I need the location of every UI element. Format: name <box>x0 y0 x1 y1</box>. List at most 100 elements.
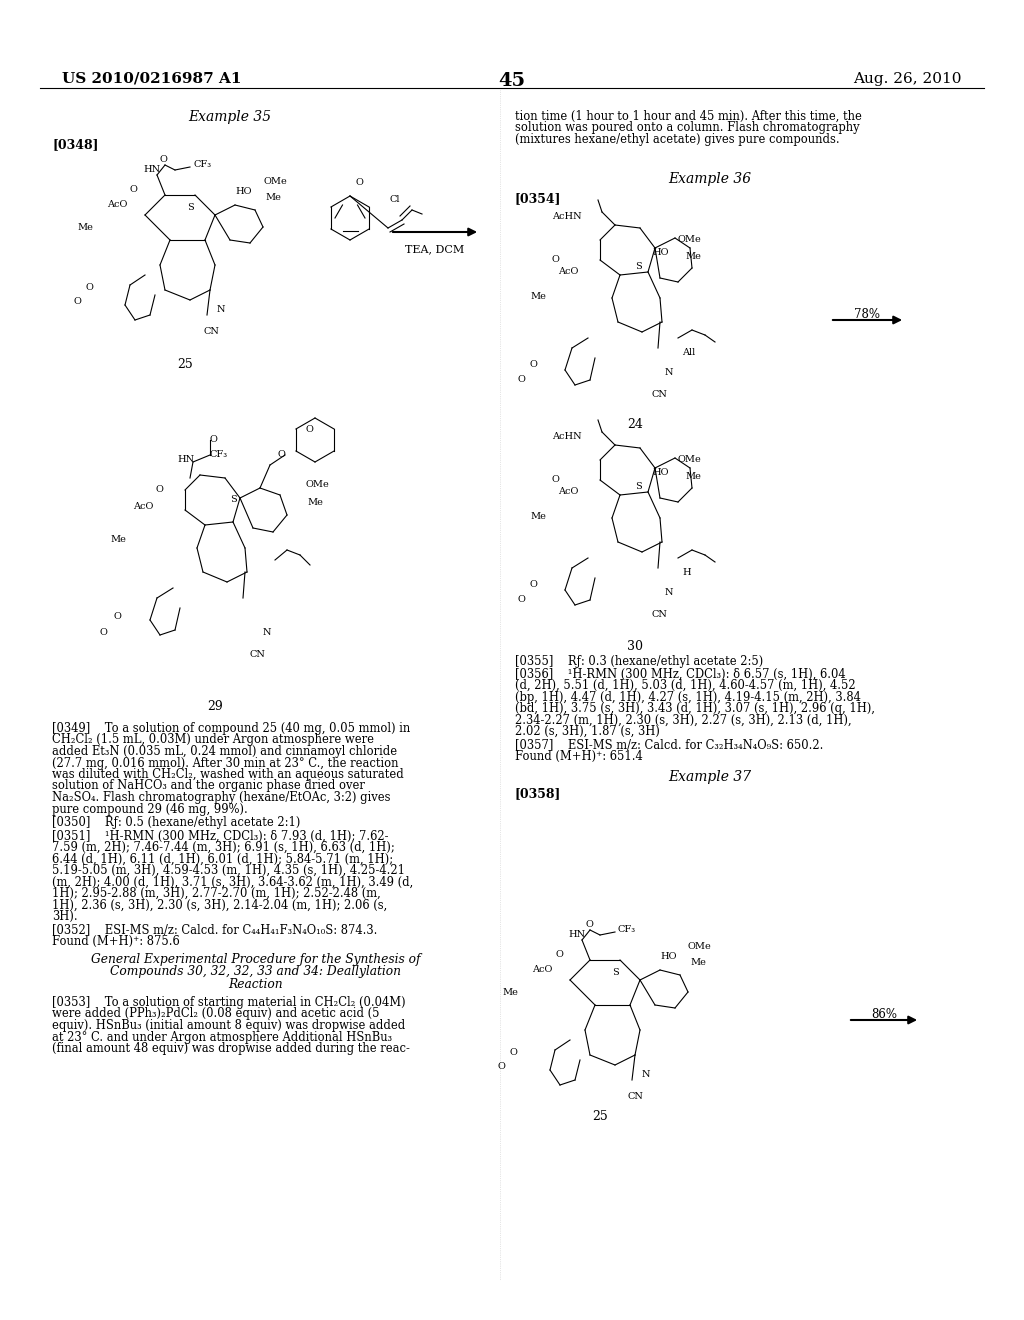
Text: O: O <box>100 628 108 638</box>
Text: Me: Me <box>685 473 700 480</box>
Text: 1H), 2.36 (s, 3H), 2.30 (s, 3H), 2.14-2.04 (m, 1H); 2.06 (s,: 1H), 2.36 (s, 3H), 2.30 (s, 3H), 2.14-2.… <box>52 899 387 912</box>
Text: S: S <box>230 495 237 504</box>
Text: OMe: OMe <box>263 177 287 186</box>
Text: (final amount 48 equiv) was dropwise added during the reac-: (final amount 48 equiv) was dropwise add… <box>52 1041 410 1055</box>
Text: [0354]: [0354] <box>515 191 561 205</box>
Text: O: O <box>113 612 121 620</box>
Text: OMe: OMe <box>678 455 701 465</box>
Text: HO: HO <box>652 469 669 477</box>
Text: [0356]    ¹H-RMN (300 MHz, CDCl₃): δ 6.57 (s, 1H), 6.04: [0356] ¹H-RMN (300 MHz, CDCl₃): δ 6.57 (… <box>515 668 846 681</box>
Text: O: O <box>510 1048 518 1057</box>
Text: 24: 24 <box>627 418 643 432</box>
Text: (mixtures hexane/ethyl acetate) gives pure compounds.: (mixtures hexane/ethyl acetate) gives pu… <box>515 133 840 147</box>
Text: O: O <box>518 595 526 605</box>
Text: 45: 45 <box>499 73 525 90</box>
Text: US 2010/0216987 A1: US 2010/0216987 A1 <box>62 73 242 86</box>
Text: O: O <box>73 297 81 306</box>
Text: was diluted with CH₂Cl₂, washed with an aqueous saturated: was diluted with CH₂Cl₂, washed with an … <box>52 768 403 781</box>
Text: CN: CN <box>250 649 266 659</box>
Text: S: S <box>635 261 642 271</box>
Text: CF₃: CF₃ <box>618 925 636 935</box>
Text: Found (M+H)⁺: 651.4: Found (M+H)⁺: 651.4 <box>515 750 643 763</box>
Text: Me: Me <box>530 512 546 521</box>
Text: 7.59 (m, 2H); 7.46-7.44 (m, 3H); 6.91 (s, 1H), 6.63 (d, 1H);: 7.59 (m, 2H); 7.46-7.44 (m, 3H); 6.91 (s… <box>52 841 394 854</box>
Text: 78%: 78% <box>854 308 880 321</box>
Text: at 23° C. and under Argon atmosphere Additional HSnBu₃: at 23° C. and under Argon atmosphere Add… <box>52 1031 392 1044</box>
Text: [0350]    Rƒ: 0.5 (hexane/ethyl acetate 2:1): [0350] Rƒ: 0.5 (hexane/ethyl acetate 2:1… <box>52 816 300 829</box>
Text: Example 37: Example 37 <box>669 770 752 784</box>
Text: O: O <box>355 178 362 187</box>
Text: [0355]    Rƒ: 0.3 (hexane/ethyl acetate 2:5): [0355] Rƒ: 0.3 (hexane/ethyl acetate 2:5… <box>515 655 763 668</box>
Text: Compounds 30, 32, 32, 33 and 34: Deallylation: Compounds 30, 32, 32, 33 and 34: Deallyl… <box>111 965 401 978</box>
Text: Me: Me <box>685 252 700 261</box>
Text: AcO: AcO <box>532 965 552 974</box>
Text: [0353]    To a solution of starting material in CH₂Cl₂ (0.04M): [0353] To a solution of starting materia… <box>52 997 406 1008</box>
Text: General Experimental Procedure for the Synthesis of: General Experimental Procedure for the S… <box>91 953 421 965</box>
Text: solution of NaHCO₃ and the organic phase dried over: solution of NaHCO₃ and the organic phase… <box>52 780 365 792</box>
Text: HN: HN <box>177 455 195 465</box>
Text: N: N <box>665 368 674 378</box>
Text: were added (PPh₃)₂PdCl₂ (0.08 equiv) and acetic acid (5: were added (PPh₃)₂PdCl₂ (0.08 equiv) and… <box>52 1007 380 1020</box>
Text: O: O <box>85 282 93 292</box>
Text: AcHN: AcHN <box>552 432 582 441</box>
Text: Aug. 26, 2010: Aug. 26, 2010 <box>853 73 962 86</box>
Text: Me: Me <box>77 223 93 232</box>
Text: CN: CN <box>628 1092 644 1101</box>
Text: CN: CN <box>203 327 219 337</box>
Text: Me: Me <box>530 292 546 301</box>
Text: O: O <box>278 450 285 459</box>
Text: 2.34-2.27 (m, 1H), 2.30 (s, 3H), 2.27 (s, 3H), 2.13 (d, 1H),: 2.34-2.27 (m, 1H), 2.30 (s, 3H), 2.27 (s… <box>515 714 852 726</box>
Text: CN: CN <box>652 389 668 399</box>
Text: (27.7 mg, 0.016 mmol). After 30 min at 23° C., the reaction: (27.7 mg, 0.016 mmol). After 30 min at 2… <box>52 756 398 770</box>
Text: 2.02 (s, 3H), 1.87 (s, 3H): 2.02 (s, 3H), 1.87 (s, 3H) <box>515 725 659 738</box>
Text: solution was poured onto a column. Flash chromatography: solution was poured onto a column. Flash… <box>515 121 859 135</box>
Text: OMe: OMe <box>688 942 712 950</box>
Text: pure compound 29 (46 mg, 99%).: pure compound 29 (46 mg, 99%). <box>52 803 248 816</box>
Text: Me: Me <box>502 987 518 997</box>
Text: H: H <box>682 568 690 577</box>
Text: [0349]    To a solution of compound 25 (40 mg, 0.05 mmol) in: [0349] To a solution of compound 25 (40 … <box>52 722 411 735</box>
Text: N: N <box>217 305 225 314</box>
Text: Cl: Cl <box>390 195 400 205</box>
Text: AcHN: AcHN <box>552 213 582 220</box>
Text: S: S <box>635 482 642 491</box>
Text: Reaction: Reaction <box>228 978 284 990</box>
Text: TEA, DCM: TEA, DCM <box>406 244 465 253</box>
Text: (d, 2H), 5.51 (d, 1H), 5.03 (d, 1H), 4.60-4.57 (m, 1H), 4.52: (d, 2H), 5.51 (d, 1H), 5.03 (d, 1H), 4.6… <box>515 678 856 692</box>
Text: (bd, 1H), 3.75 (s, 3H), 3.43 (d, 1H), 3.07 (s, 1H), 2.96 (q, 1H),: (bd, 1H), 3.75 (s, 3H), 3.43 (d, 1H), 3.… <box>515 702 874 715</box>
Text: Na₂SO₄. Flash chromatography (hexane/EtOAc, 3:2) gives: Na₂SO₄. Flash chromatography (hexane/EtO… <box>52 791 390 804</box>
Text: 3H).: 3H). <box>52 909 78 923</box>
Text: O: O <box>130 185 138 194</box>
Text: tion time (1 hour to 1 hour and 45 min). After this time, the: tion time (1 hour to 1 hour and 45 min).… <box>515 110 862 123</box>
Text: O: O <box>530 579 538 589</box>
Text: [0351]    ¹H-RMN (300 MHz, CDCl₃): δ 7.93 (d, 1H); 7.62-: [0351] ¹H-RMN (300 MHz, CDCl₃): δ 7.93 (… <box>52 829 388 842</box>
Text: O: O <box>555 950 563 960</box>
Text: OMe: OMe <box>678 235 701 244</box>
Text: 6.44 (d, 1H), 6.11 (d, 1H), 6.01 (d, 1H); 5.84-5.71 (m, 1H);: 6.44 (d, 1H), 6.11 (d, 1H), 6.01 (d, 1H)… <box>52 853 393 866</box>
Text: O: O <box>530 360 538 370</box>
Text: AcO: AcO <box>106 201 127 209</box>
Text: equiv). HSnBu₃ (initial amount 8 equiv) was dropwise added: equiv). HSnBu₃ (initial amount 8 equiv) … <box>52 1019 406 1032</box>
Text: HO: HO <box>652 248 669 257</box>
Text: O: O <box>210 436 218 444</box>
Text: 1H); 2.95-2.88 (m, 3H), 2.77-2.70 (m, 1H); 2.52-2.48 (m,: 1H); 2.95-2.88 (m, 3H), 2.77-2.70 (m, 1H… <box>52 887 381 900</box>
Text: 25: 25 <box>592 1110 608 1123</box>
Text: O: O <box>305 425 313 434</box>
Text: [0348]: [0348] <box>52 139 98 150</box>
Text: O: O <box>155 484 163 494</box>
Text: HN: HN <box>143 165 160 174</box>
Text: AcO: AcO <box>133 502 154 511</box>
Text: N: N <box>263 628 271 638</box>
Text: Me: Me <box>110 535 126 544</box>
Text: HO: HO <box>234 187 252 195</box>
Text: O: O <box>518 375 526 384</box>
Text: CN: CN <box>652 610 668 619</box>
Text: AcO: AcO <box>558 487 579 496</box>
Text: All: All <box>682 348 695 356</box>
Text: O: O <box>160 154 168 164</box>
Text: 29: 29 <box>207 700 223 713</box>
Text: (m, 2H); 4.00 (d, 1H), 3.71 (s, 3H), 3.64-3.62 (m, 1H), 3.49 (d,: (m, 2H); 4.00 (d, 1H), 3.71 (s, 3H), 3.6… <box>52 875 414 888</box>
Text: CH₂Cl₂ (1.5 mL, 0.03M) under Argon atmosphere were: CH₂Cl₂ (1.5 mL, 0.03M) under Argon atmos… <box>52 734 374 747</box>
Text: HN: HN <box>568 931 585 939</box>
Text: Me: Me <box>307 498 323 507</box>
